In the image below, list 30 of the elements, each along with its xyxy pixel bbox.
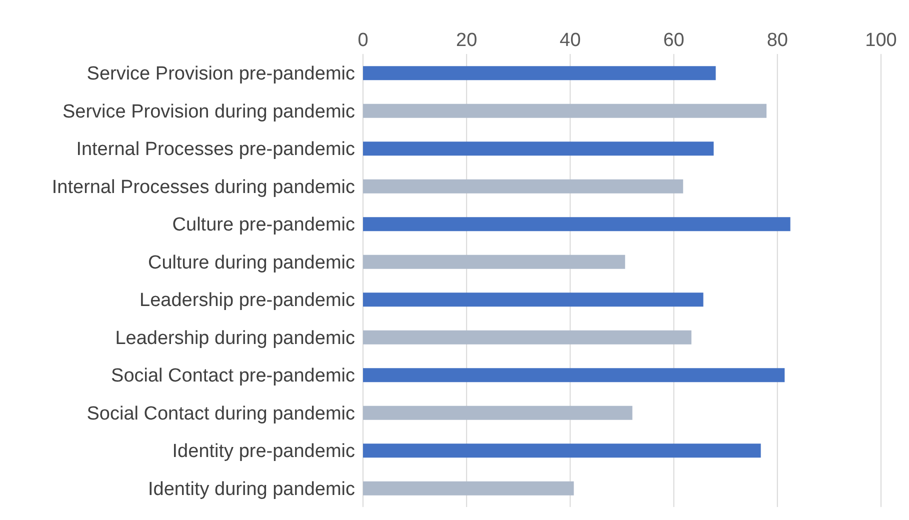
y-tick-label: Internal Processes during pandemic [52, 176, 355, 198]
bar [363, 142, 714, 156]
x-tick-label: 40 [560, 30, 581, 51]
y-tick-label: Social Contact pre-pandemic [111, 366, 355, 387]
bar [363, 368, 785, 382]
y-tick-label: Culture during pandemic [148, 252, 355, 274]
y-tick-label: Internal Processes pre-pandemic [76, 139, 355, 160]
bar [363, 292, 704, 307]
y-tick-label: Service Provision during pandemic [62, 101, 355, 122]
y-tick-label: Leadership pre-pandemic [140, 290, 355, 312]
y-tick-label: Social Contact during pandemic [86, 403, 355, 424]
bar [363, 254, 626, 269]
bar [363, 217, 790, 232]
bar [363, 330, 692, 344]
y-tick-label: Identity during pandemic [148, 478, 355, 500]
y-tick-label: Service Provision pre-pandemic [86, 64, 355, 85]
bar [363, 104, 767, 118]
bar [363, 179, 684, 194]
y-tick-label: Identity pre-pandemic [172, 441, 355, 462]
x-tick-label: 80 [766, 30, 788, 51]
x-tick-label: 20 [456, 30, 478, 51]
bar [363, 406, 632, 420]
x-tick-label: 60 [663, 30, 684, 51]
y-tick-label: Culture pre-pandemic [172, 214, 355, 236]
y-tick-label: Leadership during pandemic [115, 328, 355, 349]
bar [363, 66, 716, 80]
x-tick-label: 0 [358, 30, 368, 51]
bar [363, 481, 574, 496]
bar [363, 444, 761, 458]
x-tick-label: 100 [865, 30, 897, 51]
